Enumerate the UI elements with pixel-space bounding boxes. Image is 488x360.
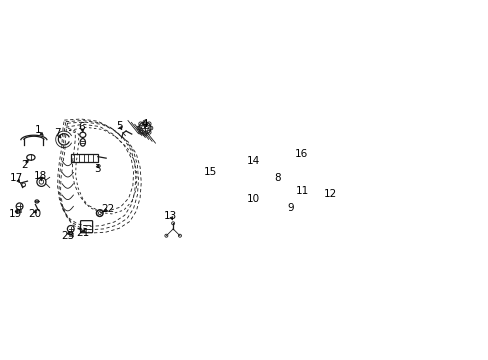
Text: 21: 21 — [76, 229, 89, 238]
Text: 12: 12 — [323, 189, 336, 199]
Text: 2: 2 — [20, 160, 27, 170]
Text: 10: 10 — [246, 194, 259, 204]
Text: 13: 13 — [164, 211, 177, 221]
Text: 8: 8 — [274, 173, 281, 183]
Text: 15: 15 — [203, 167, 216, 177]
Text: 11: 11 — [295, 185, 308, 195]
Text: 9: 9 — [286, 203, 293, 213]
Text: 14: 14 — [246, 156, 260, 166]
Text: 3: 3 — [94, 164, 100, 174]
Text: 5: 5 — [116, 121, 123, 131]
Bar — [323, 188, 334, 203]
Text: 1: 1 — [34, 125, 41, 135]
Text: 6: 6 — [79, 122, 85, 132]
Text: 4: 4 — [142, 119, 148, 129]
Text: 17: 17 — [10, 173, 23, 183]
Text: 18: 18 — [34, 171, 47, 181]
Text: 19: 19 — [8, 209, 21, 219]
Text: 22: 22 — [101, 204, 114, 214]
Text: 16: 16 — [294, 149, 307, 159]
Bar — [71, 154, 98, 162]
Text: 20: 20 — [28, 209, 41, 219]
Text: 23: 23 — [61, 231, 74, 241]
Bar — [250, 195, 261, 216]
Text: 7: 7 — [54, 128, 61, 138]
